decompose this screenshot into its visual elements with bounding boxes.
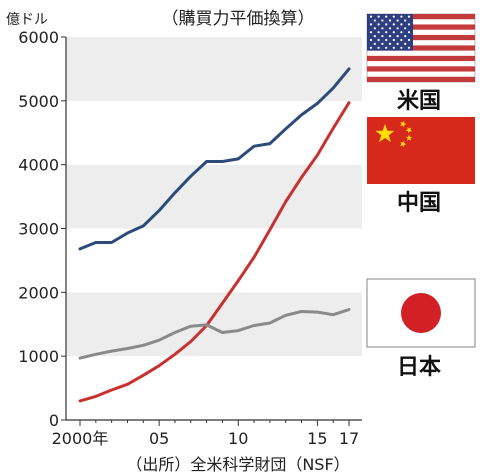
x-tick-label: 17 — [339, 429, 359, 448]
us-flag-star — [396, 27, 399, 30]
us-flag-star — [400, 38, 403, 42]
source-note: （出所）全米科学財団（NSF） — [126, 455, 349, 474]
us-flag-stripe — [367, 66, 475, 72]
us-flag-star — [381, 35, 384, 38]
legend-label-china: 中国 — [397, 191, 441, 216]
us-flag-star — [392, 46, 395, 49]
us-flag-star — [385, 31, 388, 34]
china-flag — [367, 117, 475, 184]
us-flag-star — [407, 15, 411, 18]
y-tick-label: 6000 — [18, 28, 59, 47]
y-tick-label: 2000 — [18, 283, 59, 302]
us-flag-stripe — [367, 45, 475, 51]
axes: 0 1000 2000 3000 4000 5000 6000 2000年 05 10 15 17 — [18, 28, 362, 448]
us-flag-star — [385, 23, 388, 26]
us-flag-star — [377, 38, 380, 42]
us-flag-star — [407, 46, 411, 49]
us-flag-star — [400, 15, 403, 18]
us-flag-star — [396, 35, 399, 38]
y-tick-label: 5000 — [18, 92, 59, 111]
x-tick-label: 05 — [149, 429, 169, 448]
us-flag-star — [404, 42, 407, 45]
us-flag-star — [392, 23, 395, 26]
us-flag-star — [377, 46, 380, 49]
us-flag-star — [369, 46, 373, 49]
us-flag-star — [392, 15, 395, 18]
series-line-china — [78, 101, 351, 403]
us-flag-star — [385, 46, 388, 49]
background-band — [66, 37, 362, 101]
background-band — [66, 164, 362, 229]
us-flag-star — [400, 31, 403, 34]
us-flag-stripe — [367, 55, 475, 62]
us-flag-star — [404, 35, 407, 38]
china-flag-small-star — [405, 126, 413, 134]
us-flag-star — [396, 19, 399, 22]
us-flag-star — [404, 19, 407, 22]
us-flag-star — [400, 46, 403, 49]
y-axis-label: 億ドル — [6, 12, 48, 28]
y-tick-label: 0 — [49, 411, 59, 430]
us-flag-star — [381, 27, 384, 30]
y-tick-label: 3000 — [18, 220, 59, 239]
us-flag-star — [369, 31, 373, 34]
us-flag-star — [377, 31, 380, 34]
us-flag-star — [388, 27, 392, 30]
us-flag-star — [396, 42, 399, 45]
china-flag-small-star — [400, 140, 407, 148]
us-flag-star — [381, 19, 384, 22]
us-flag-stripe — [367, 76, 475, 82]
series-group — [78, 67, 351, 403]
us-flag-stripe — [367, 24, 475, 30]
background-band — [66, 292, 362, 357]
x-tick-label: 15 — [307, 429, 327, 448]
us-flag-star — [373, 19, 376, 22]
x-tick-label: 2000年 — [52, 429, 109, 448]
us-flag-stripe — [367, 34, 475, 41]
us-flag-star — [400, 23, 403, 26]
us-flag-star — [381, 42, 384, 45]
us-flag — [366, 13, 476, 83]
us-flag-star — [392, 31, 395, 34]
us-flag-stripe — [367, 14, 475, 20]
series-line-us — [78, 67, 351, 251]
y-tick-label: 1000 — [18, 347, 59, 366]
us-flag-star — [407, 38, 411, 42]
us-flag-star — [373, 42, 376, 45]
china-flag-small-star — [400, 120, 407, 128]
us-flag-star — [385, 38, 388, 42]
us-flag-star — [377, 23, 380, 26]
us-flag-star — [388, 35, 392, 38]
us-flag-star — [407, 23, 411, 26]
legend-label-us: 米国 — [397, 89, 441, 114]
japan-flag — [366, 278, 476, 348]
us-flag-star — [407, 31, 411, 34]
us-flag-star — [369, 23, 373, 26]
us-flag-star — [369, 15, 373, 18]
y-tick-label: 4000 — [18, 156, 59, 175]
legend-label-japan: 日本 — [397, 355, 441, 380]
us-flag-star — [369, 38, 373, 42]
us-flag-star — [388, 19, 392, 22]
us-flag-star — [377, 15, 380, 18]
us-flag-star — [392, 38, 395, 42]
background-bands — [66, 37, 362, 357]
us-flag-star — [385, 15, 388, 18]
us-flag-star — [404, 27, 407, 30]
us-flag-star — [373, 27, 376, 30]
chart-title: （購買力平価換算） — [162, 9, 315, 29]
x-tick-label: 10 — [228, 429, 248, 448]
china-flag-small-star — [405, 134, 413, 141]
series-line-japan — [78, 308, 351, 360]
us-flag-star — [373, 35, 376, 38]
us-flag-star — [388, 42, 392, 45]
